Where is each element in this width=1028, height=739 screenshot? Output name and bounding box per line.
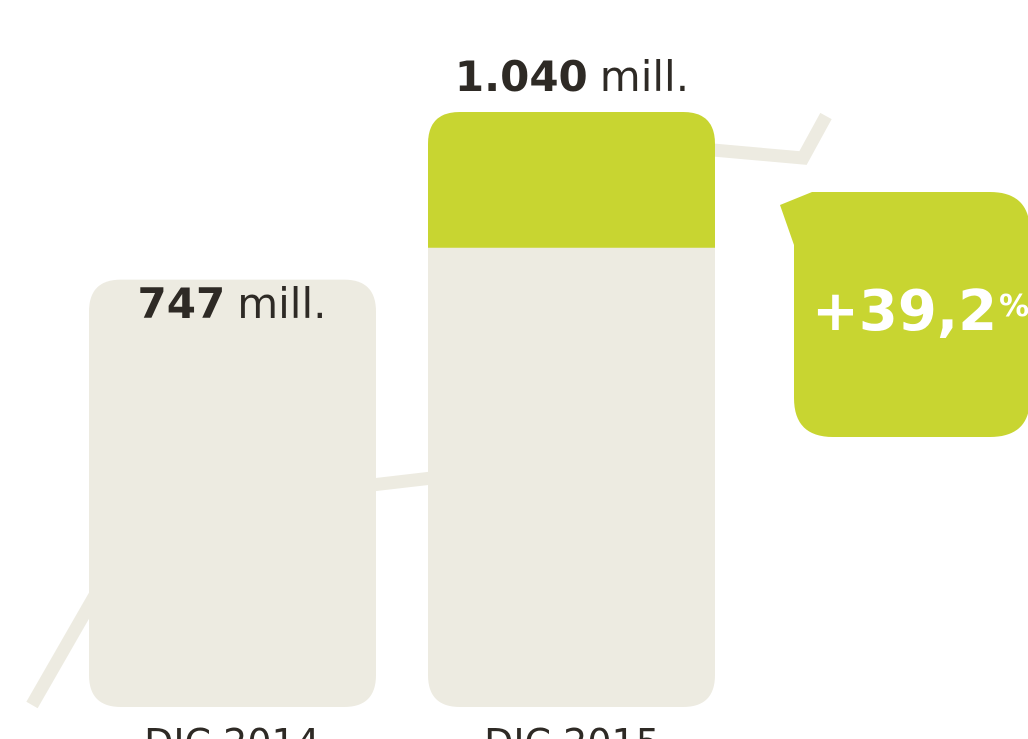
category-label-2014: DIC 2014 [144, 721, 320, 739]
bar-dic-2014 [89, 279, 376, 707]
bar-value-label-2014: 747 mill. [138, 279, 327, 328]
bars-group [89, 112, 715, 707]
bar-dic-2015 [428, 112, 715, 707]
trend-line-mid [371, 471, 433, 492]
bar-value-label-2015: 1.040 mill. [455, 52, 689, 101]
change-badge [780, 192, 1028, 437]
change-badge-label: +39,2% [812, 279, 1028, 344]
category-label-2015: DIC 2015 [484, 721, 660, 739]
trend-line [26, 586, 104, 709]
bar-increase-segment [428, 112, 715, 248]
trend-line-top [712, 112, 832, 165]
